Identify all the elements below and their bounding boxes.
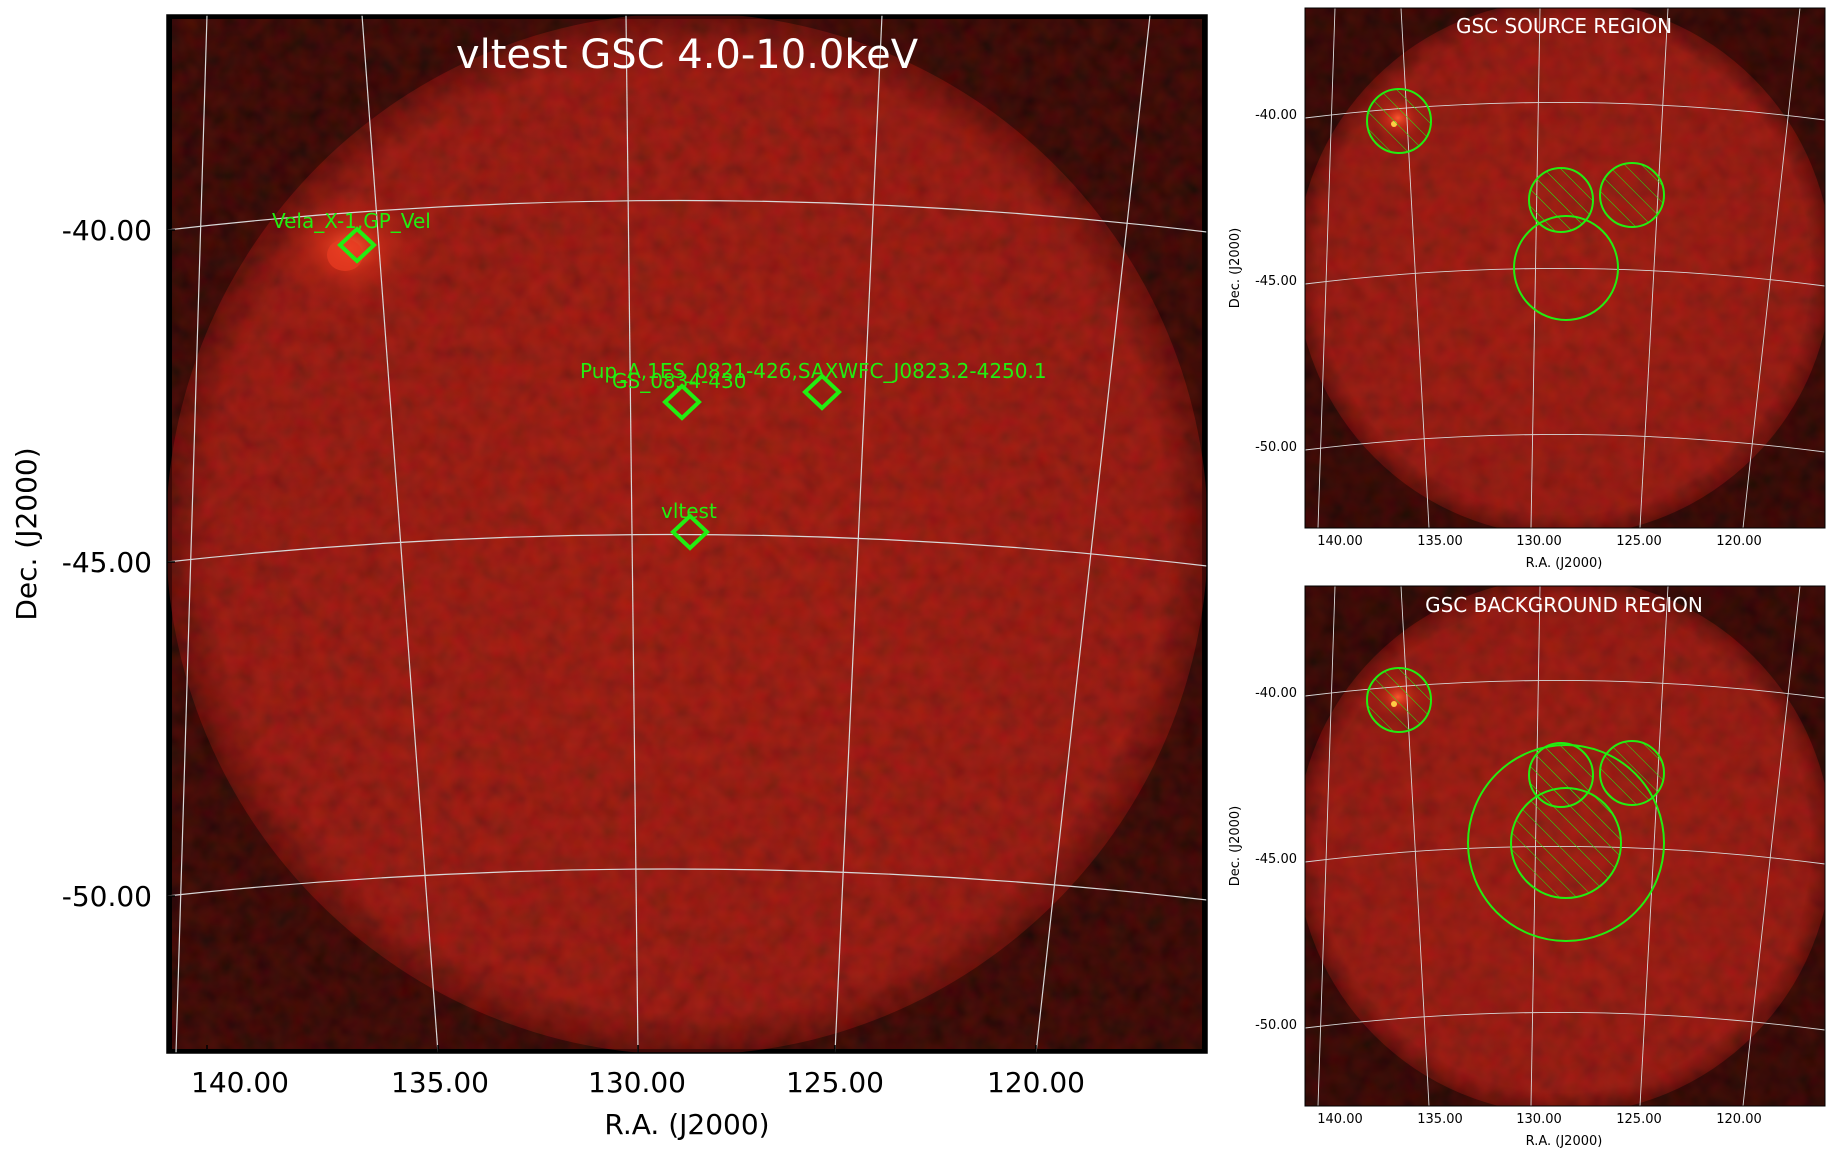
bg-region-pupa[interactable]	[1599, 740, 1665, 806]
src-ra-tick-130: 130.00	[1516, 534, 1562, 549]
grid-ra-140	[175, 15, 208, 1053]
main-ra-tick-140: 140.00	[191, 1066, 289, 1099]
bg-dec-tick-45: -45.00	[1255, 852, 1297, 867]
src-title: GSC SOURCE REGION	[1456, 14, 1672, 38]
src-xlabel: R.A. (J2000)	[1526, 556, 1603, 571]
src-ra-tick-135: 135.00	[1417, 534, 1463, 549]
source-region-panel: GSC SOURCE REGION 140.00 135.00 130.00 1…	[1228, 7, 1826, 571]
src-dec-tick-40: -40.00	[1255, 108, 1297, 123]
main-dec-tick-50: -50.00	[62, 880, 152, 913]
src-region-vela[interactable]	[1366, 88, 1432, 154]
main-ylabel: Dec. (J2000)	[10, 447, 43, 620]
main-source-markers	[337, 226, 842, 551]
src-dec-tick-45: -45.00	[1255, 274, 1297, 289]
gs0834-label: GS_0834-430	[612, 369, 746, 393]
grid-ra-135	[361, 15, 439, 1053]
bg-title: GSC BACKGROUND REGION	[1425, 593, 1703, 617]
grid-ra-130	[625, 15, 639, 1053]
background-region-panel: GSC BACKGROUND REGION 140.00 135.00 130.…	[1228, 585, 1826, 1149]
main-ra-tick-130: 130.00	[588, 1066, 686, 1099]
vela-x1-marker[interactable]	[337, 226, 377, 264]
bg-ra-tick-135: 135.00	[1417, 1112, 1463, 1127]
main-coordinate-grid	[167, 15, 1207, 1053]
main-ticks	[167, 229, 1037, 1053]
src-ra-tick-120: 120.00	[1716, 534, 1762, 549]
bg-ra-tick-140: 140.00	[1317, 1112, 1363, 1127]
bg-ra-tick-130: 130.00	[1516, 1112, 1562, 1127]
bg-xlabel: R.A. (J2000)	[1526, 1134, 1603, 1149]
src-sky-noise	[1305, 8, 1825, 528]
vela-x1-label: Vela_X-1,GP_Vel	[272, 209, 431, 233]
pupa-label: Pup_A,1ES_0821-426,SAXWFC_J0823.2-4250.1	[580, 359, 1047, 383]
main-ra-tick-125: 125.00	[786, 1066, 884, 1099]
main-panel: Vela_X-1,GP_Vel Pup_A,1ES_0821-426,SAXWF…	[10, 14, 1208, 1141]
grid-ra-120	[1035, 15, 1151, 1053]
main-dec-tick-45: -45.00	[62, 546, 152, 579]
main-dec-tick-40: -40.00	[62, 214, 152, 247]
bg-ra-tick-120: 120.00	[1716, 1112, 1762, 1127]
bg-dec-tick-40: -40.00	[1255, 686, 1297, 701]
grid-dec-45	[167, 533, 1207, 567]
src-region-gs0834[interactable]	[1528, 167, 1594, 233]
gs0834-marker[interactable]	[662, 383, 702, 421]
bg-ylabel: Dec. (J2000)	[1228, 806, 1243, 886]
vltest-marker[interactable]	[670, 513, 710, 551]
pupa-marker[interactable]	[802, 373, 842, 411]
src-region-pupa[interactable]	[1599, 162, 1665, 228]
vltest-label: vltest	[661, 499, 717, 523]
grid-dec-40	[167, 199, 1207, 233]
bg-dec-tick-50: -50.00	[1255, 1018, 1297, 1033]
src-ra-tick-125: 125.00	[1616, 534, 1662, 549]
main-xlabel: R.A. (J2000)	[604, 1108, 769, 1141]
src-ra-tick-140: 140.00	[1317, 534, 1363, 549]
bg-ra-tick-125: 125.00	[1616, 1112, 1662, 1127]
bg-region-vela[interactable]	[1366, 667, 1432, 733]
main-ra-tick-135: 135.00	[391, 1066, 489, 1099]
main-title: vltest GSC 4.0-10.0keV	[456, 32, 919, 78]
main-ra-tick-120: 120.00	[987, 1066, 1085, 1099]
grid-ra-125	[834, 15, 883, 1053]
src-ylabel: Dec. (J2000)	[1228, 228, 1243, 308]
src-dec-tick-50: -50.00	[1255, 440, 1297, 455]
vela-x1-core	[327, 239, 363, 271]
src-region-target[interactable]	[1513, 215, 1619, 321]
bg-region-exclusion[interactable]	[1510, 787, 1622, 899]
